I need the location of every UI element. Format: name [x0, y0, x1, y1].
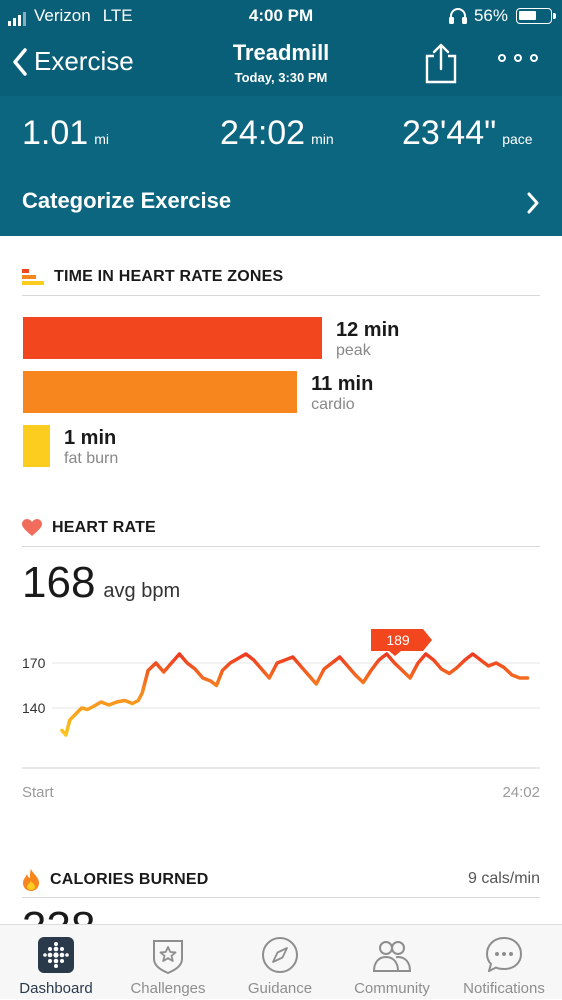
tab-label: Community	[354, 980, 430, 997]
back-label: Exercise	[34, 46, 134, 76]
chevron-right-icon[interactable]	[526, 192, 540, 214]
zone-minutes: 12 min	[336, 319, 400, 341]
tab-label: Notifications	[463, 980, 545, 997]
heart-rate-line	[60, 652, 530, 737]
divider	[22, 295, 540, 296]
tab-guidance[interactable]: Guidance	[224, 925, 336, 1000]
zones-title: TIME IN HEART RATE ZONES	[54, 268, 284, 285]
tab-notifications[interactable]: Notifications	[448, 925, 560, 1000]
calories-header: CALORIES BURNED	[22, 868, 209, 892]
tab-community[interactable]: Community	[336, 925, 448, 1000]
challenges-icon	[153, 940, 183, 975]
zone-label-cardio: 11 min cardio	[311, 373, 373, 415]
zone-bar-peak	[23, 317, 322, 359]
tab-dashboard[interactable]: Dashboard	[0, 925, 112, 1000]
nav-bar: Exercise Treadmill Today, 3:30 PM	[0, 32, 562, 96]
tab-label: Guidance	[247, 980, 313, 997]
page-title: Treadmill	[232, 40, 330, 65]
pace-unit: pace	[502, 131, 533, 147]
categorize-exercise-button[interactable]: Categorize Exercise	[22, 188, 232, 213]
tab-bar: Dashboard Challenges Guidance Community …	[0, 924, 562, 999]
zone-name: cardio	[311, 396, 355, 413]
y-tick-label: 170	[22, 655, 46, 671]
zone-bar-cardio	[23, 371, 298, 413]
distance-unit: mi	[94, 131, 109, 147]
average-heart-rate: 168 avg bpm	[22, 558, 180, 608]
status-bar: Verizon LTE 4:00 PM 56%	[0, 0, 562, 32]
battery-percent: 56%	[473, 6, 508, 25]
duration-unit: min	[311, 131, 334, 147]
zone-label-peak: 12 min peak	[336, 319, 399, 361]
tab-challenges[interactable]: Challenges	[112, 925, 224, 1000]
carrier-info: Verizon LTE	[8, 6, 133, 26]
divider	[22, 546, 540, 547]
y-tick-label: 140	[22, 700, 46, 716]
dashboard-icon	[38, 937, 74, 973]
peak-marker: 189	[371, 629, 432, 656]
zone-name: peak	[336, 342, 371, 359]
pace-value: 23'44"	[402, 114, 497, 152]
network-label: LTE	[102, 6, 133, 25]
distance-stat: 1.01 mi	[22, 114, 109, 153]
page-subtitle: Today, 3:30 PM	[234, 70, 328, 85]
battery-info: 56%	[448, 6, 556, 26]
zone-label-fat-burn: 1 min fat burn	[64, 427, 118, 469]
carrier-label: Verizon	[34, 6, 91, 25]
avg-bpm-value: 168	[22, 558, 96, 607]
status-time: 4:00 PM	[248, 6, 314, 25]
zones-icon	[22, 269, 44, 285]
zone-bar-fat-burn	[23, 425, 50, 467]
zone-minutes: 1 min	[64, 427, 117, 449]
calories-title: CALORIES BURNED	[50, 871, 209, 888]
page-title-block: Treadmill Today, 3:30 PM	[0, 40, 562, 85]
zone-minutes: 11 min	[311, 373, 374, 395]
notifications-icon	[486, 937, 522, 972]
chart-end-label: 24:02	[502, 784, 540, 801]
tab-label: Challenges	[130, 980, 206, 997]
zones-header: TIME IN HEART RATE ZONES	[22, 268, 283, 286]
chevron-left-icon	[13, 47, 27, 76]
calories-value: 338	[22, 906, 95, 924]
zone-name: fat burn	[64, 450, 119, 467]
duration-value: 24:02	[220, 114, 306, 152]
heart-rate-title: HEART RATE	[52, 519, 156, 536]
calories-rate: 9 cals/min	[467, 870, 540, 887]
divider	[22, 897, 540, 898]
chart-y-axis: 140 170	[22, 655, 46, 716]
duration-stat: 24:02 min	[220, 114, 334, 153]
share-icon[interactable]	[424, 42, 458, 84]
heart-icon	[22, 519, 42, 536]
chart-start-label: Start	[22, 784, 54, 801]
pace-stat: 23'44" pace	[402, 114, 533, 153]
heart-rate-chart: 140 170 189	[22, 629, 540, 769]
peak-label: 189	[386, 632, 410, 648]
exercise-summary: 1.01 mi 24:02 min 23'44" pace Categorize…	[0, 96, 562, 236]
back-button[interactable]: Exercise	[12, 46, 134, 77]
compass-icon	[262, 937, 298, 973]
distance-value: 1.01	[22, 114, 89, 152]
avg-bpm-unit: avg bpm	[103, 580, 181, 602]
battery-icon	[516, 8, 556, 24]
tab-label: Dashboard	[19, 980, 93, 997]
signal-icon	[8, 12, 26, 26]
flame-icon	[23, 869, 39, 891]
community-icon	[372, 941, 412, 972]
heart-rate-header: HEART RATE	[22, 519, 156, 537]
more-options-icon[interactable]	[498, 54, 538, 62]
headphones-icon	[448, 8, 467, 24]
